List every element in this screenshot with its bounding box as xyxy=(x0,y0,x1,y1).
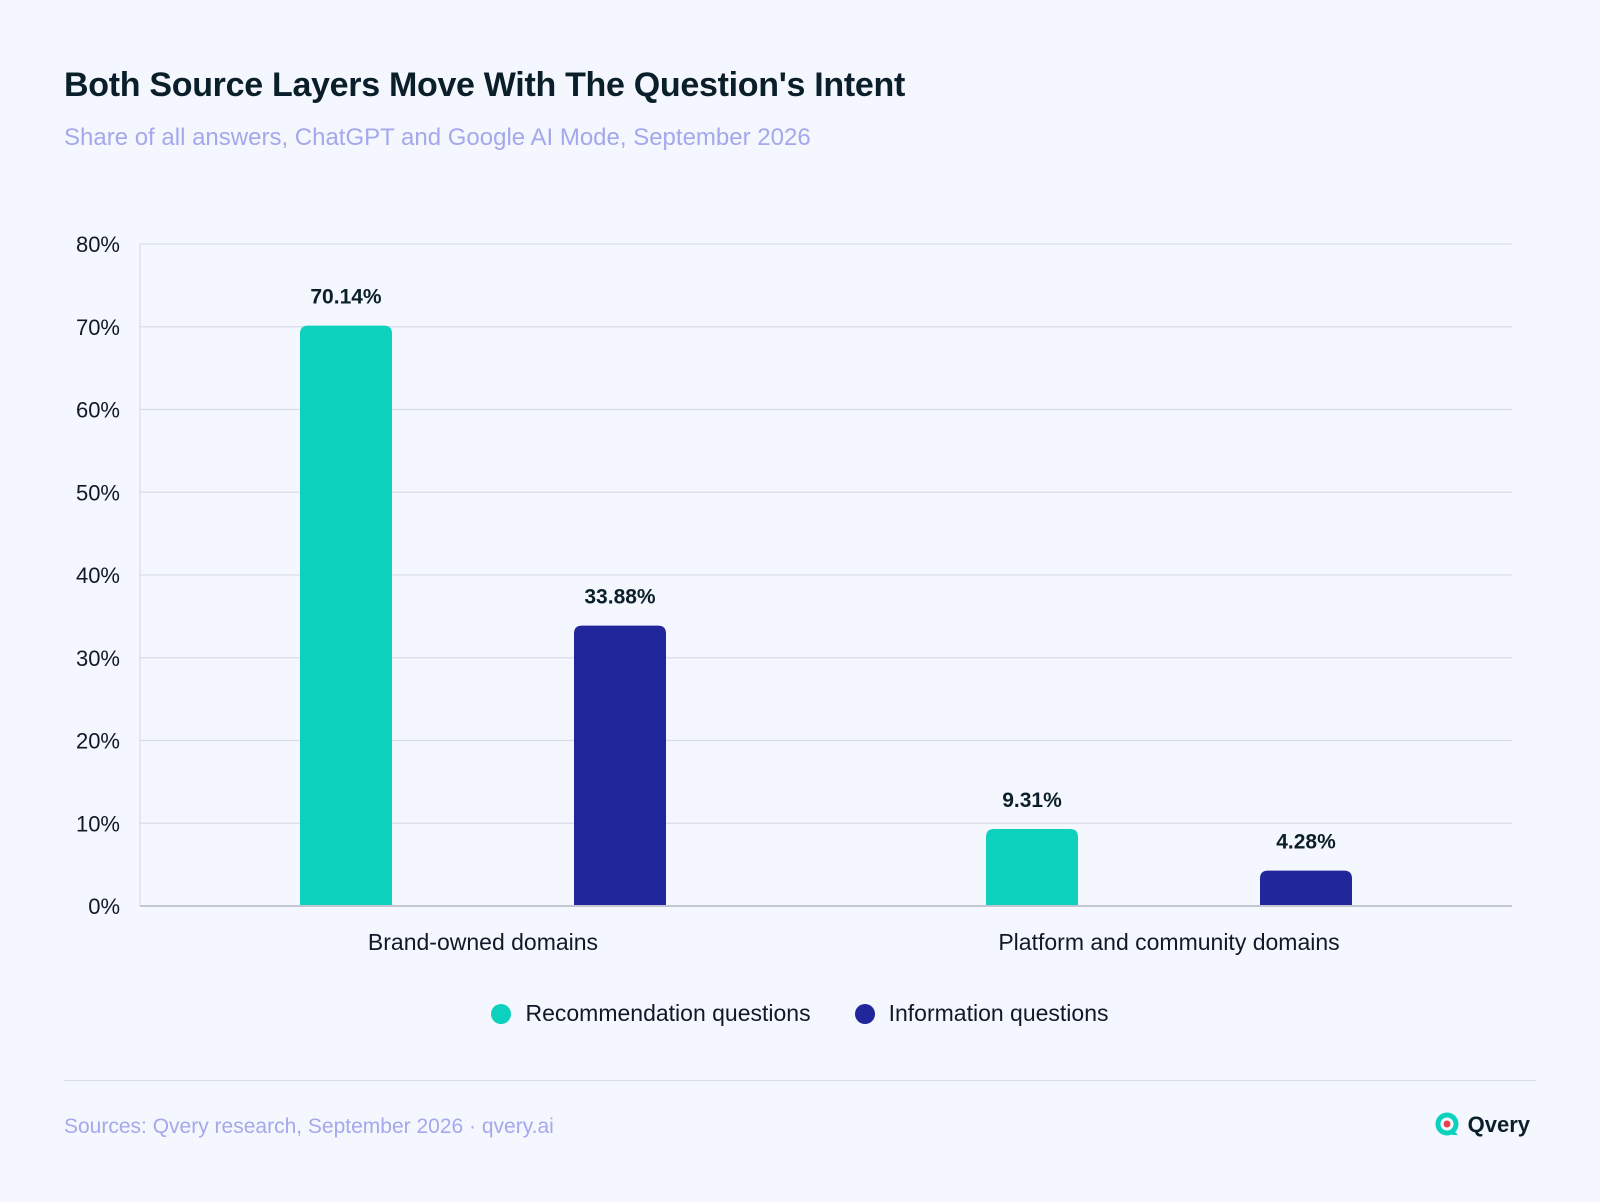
brand-mark: Qvery xyxy=(1435,1112,1530,1138)
chart-title: Both Source Layers Move With The Questio… xyxy=(64,66,905,104)
y-tick-label: 30% xyxy=(76,646,120,671)
footer-divider xyxy=(64,1080,1536,1081)
chart-subtitle: Share of all answers, ChatGPT and Google… xyxy=(64,124,811,151)
bar-chart: 0% 10% 20% 30% 40% 50% 60% 70% 80% 70.14% 33.88% 9… xyxy=(76,232,1512,955)
bar-information-1[interactable] xyxy=(574,625,666,906)
legend-swatch-information xyxy=(854,1003,875,1024)
x-category-label: Platform and community domains xyxy=(998,929,1339,955)
y-axis-ticks: 0% 10% 20% 30% 40% 50% 60% 70% 80% xyxy=(76,232,120,919)
bar-value-label: 9.31% xyxy=(1002,789,1062,812)
legend-swatch-recommendation xyxy=(491,1003,512,1024)
y-tick-label: 10% xyxy=(76,811,120,836)
bar-value-label: 33.88% xyxy=(584,586,656,609)
chart-legend: Recommendation questions Information que… xyxy=(0,1000,1600,1027)
bar-value-labels: 70.14% 33.88% 9.31% 4.28% xyxy=(310,286,1336,854)
bars xyxy=(300,325,1352,906)
source-note: Sources: Qvery research, September 2026 … xyxy=(64,1115,554,1138)
y-tick-label: 60% xyxy=(76,398,120,423)
qvery-logo-icon xyxy=(1435,1112,1459,1136)
y-tick-label: 50% xyxy=(76,480,120,505)
legend-label-information: Information questions xyxy=(888,1000,1109,1026)
y-tick-label: 0% xyxy=(88,894,120,919)
bar-information-2[interactable] xyxy=(1260,870,1352,906)
y-tick-label: 80% xyxy=(76,232,120,257)
x-axis-ticks: Brand-owned domains Platform and communit… xyxy=(368,929,1340,955)
brand-name: Qvery xyxy=(1467,1112,1530,1137)
y-tick-label: 70% xyxy=(76,315,120,340)
legend-item-information[interactable]: Information questions xyxy=(854,1000,1109,1027)
x-category-label: Brand-owned domains xyxy=(368,929,598,955)
bar-recommendation-2[interactable] xyxy=(986,828,1078,906)
bar-value-label: 4.28% xyxy=(1276,831,1336,854)
legend-label-recommendation: Recommendation questions xyxy=(525,1000,811,1026)
y-tick-label: 20% xyxy=(76,729,120,754)
legend-item-recommendation[interactable]: Recommendation questions xyxy=(491,1000,811,1027)
bar-value-label: 70.14% xyxy=(310,286,382,309)
bar-recommendation-1[interactable] xyxy=(300,325,392,906)
y-tick-label: 40% xyxy=(76,563,120,588)
